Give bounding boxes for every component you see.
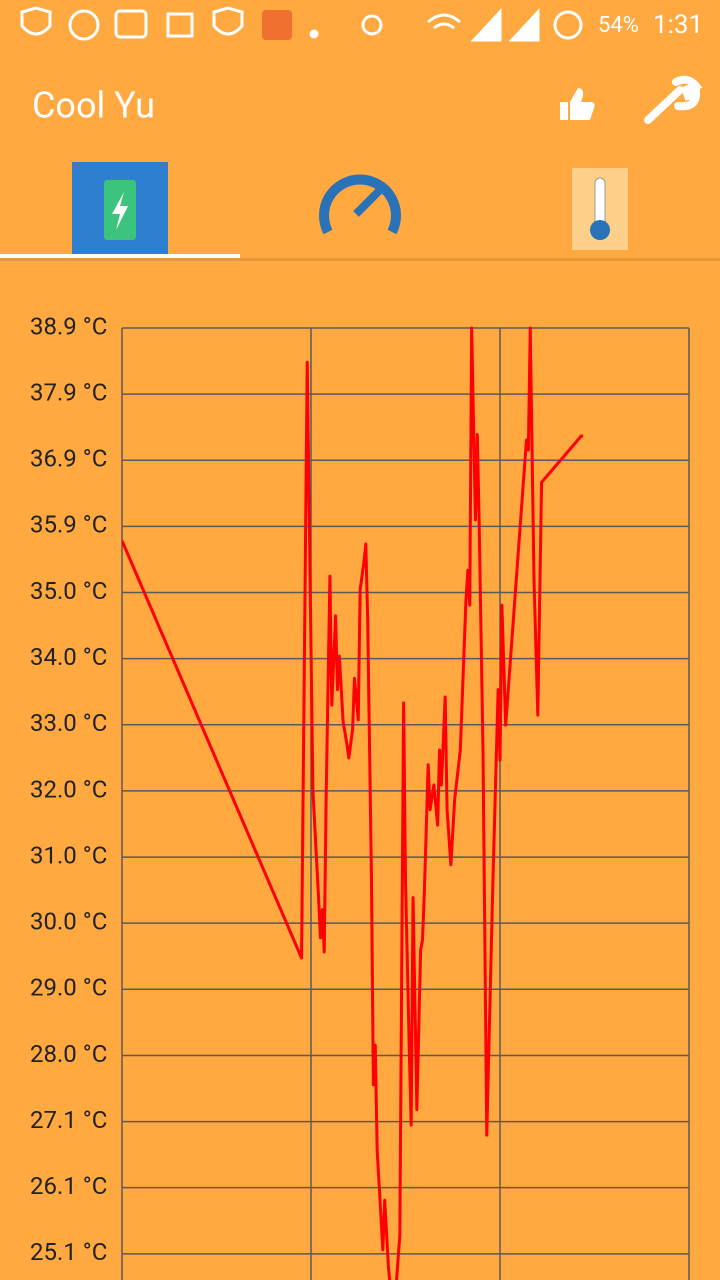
gallery-icon [166,12,194,38]
y-tick-label: 36.9 °C [30,445,107,473]
y-tick-label: 35.9 °C [30,511,107,539]
y-tick-label: 26.1 °C [30,1172,107,1200]
y-tick-label: 38.9 °C [30,312,107,340]
shield-icon [20,6,52,36]
y-tick-label: 35.0 °C [30,577,107,605]
status-icons [20,6,583,42]
clock: 1:31 [653,10,703,40]
tab-shadow [0,258,720,261]
temperature-line [122,326,584,1280]
y-tick-label: 33.0 °C [30,709,107,737]
record-icon [361,14,383,36]
rss-icon [309,29,319,39]
battery-icon [553,10,583,40]
y-tick-label: 25.1 °C [30,1238,107,1266]
y-tick-label: 37.9 °C [30,378,107,406]
settings-button[interactable] [644,75,703,124]
y-tick-label: 27.1 °C [30,1106,107,1134]
thermometer-bulb [590,220,610,240]
y-tick-label: 29.0 °C [30,974,107,1002]
y-tick-label: 32.0 °C [30,775,107,803]
app-title: Cool Yu [32,85,155,127]
shield-icon-2 [212,6,244,36]
bolt [112,192,128,230]
gauge-needle [353,183,387,217]
like-button[interactable] [560,88,595,120]
signal-icon [470,8,502,42]
update-icon [262,10,292,40]
y-tick-label: 30.0 °C [30,907,107,935]
y-tick-label: 28.0 °C [30,1040,107,1068]
y-tick-label: 34.0 °C [30,643,107,671]
signal-icon-2 [508,8,540,42]
hi-icon [114,9,148,39]
battery-percent: 54% [598,13,639,38]
y-tick-label: 31.0 °C [30,841,107,869]
wifi-icon [427,13,461,30]
tab-indicator [0,254,240,258]
chart: 38.9 °C 37.9 °C 36.9 °C 35.9 °C 35.0 °C 34.0 … [30,312,690,1280]
speed-tab[interactable] [319,174,401,235]
whatsapp-icon [68,9,100,41]
